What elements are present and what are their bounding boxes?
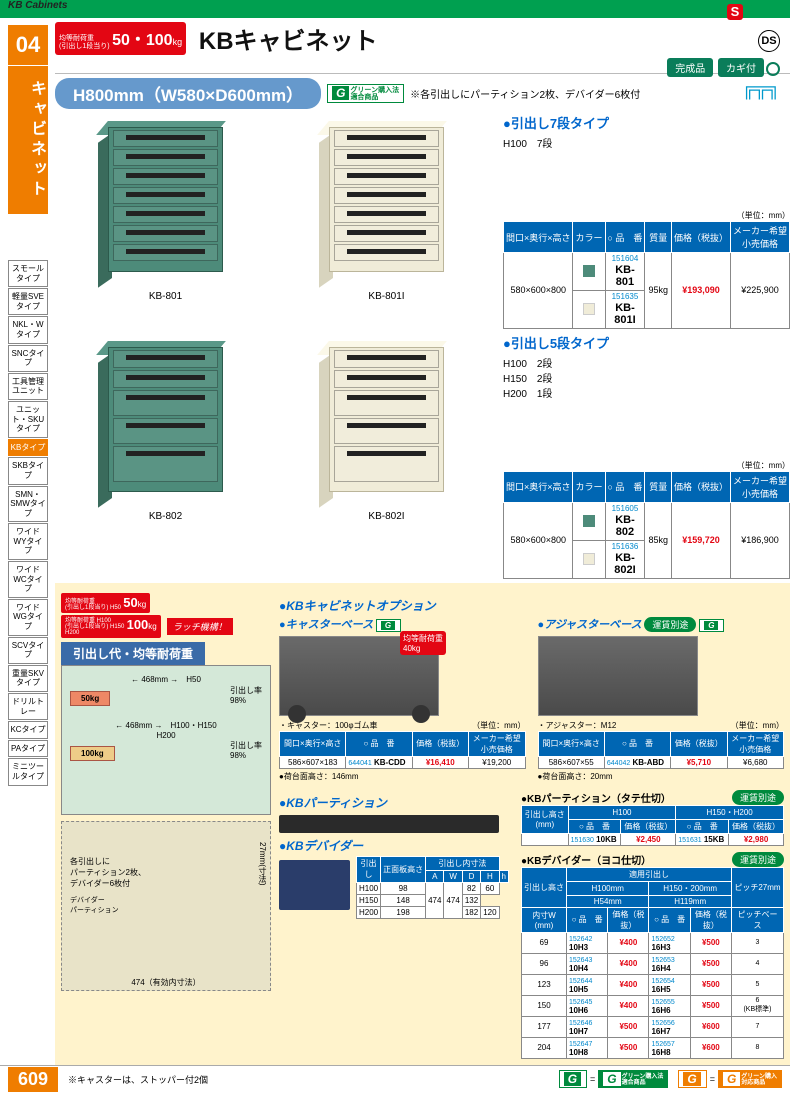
caster-table: 間口×奥行×高さ○ 品 番価格（税抜）メーカー希望 小売価格586×607×18…	[279, 731, 526, 769]
product-row-1: KB-801 KB-801I 引出し7段タイプ H100 7段 （単位：mm） …	[55, 113, 790, 329]
spec-7drawer: 引出し7段タイプ H100 7段 （単位：mm） 間口×奥行×高さカラー○ 品 …	[497, 113, 790, 329]
label-kb801: KB-801	[55, 291, 276, 302]
partition-table-title: ●KBパーティション（タテ仕切）	[521, 790, 671, 805]
side-nav-item[interactable]: PAタイプ	[8, 740, 48, 758]
latch-badge: ラッチ機構！	[167, 618, 233, 635]
divider-image	[279, 860, 350, 910]
spec-5drawer: 引出し5段タイプ H100 2段 H150 2段 H200 1段 （単位：mm）…	[497, 333, 790, 579]
page-title: KBキャビネット	[199, 21, 378, 56]
side-nav-item[interactable]: 重量SKVタイプ	[8, 665, 48, 692]
product-row-2: KB-802 KB-802I 引出し5段タイプ H100 2段 H150 2段 …	[55, 333, 790, 579]
unit-5: （単位：mm）	[503, 460, 790, 471]
side-nav-item[interactable]: 軽量SVEタイプ	[8, 288, 48, 315]
cabinet-kb802	[80, 337, 250, 507]
cabinet-kb802i	[301, 337, 471, 507]
spec-sub-5: H100 2段 H150 2段 H200 1段	[503, 355, 790, 400]
load-badge: 均等耐荷重 (引出し1段当り) 50・100kg	[55, 22, 186, 54]
ds-icon: DS	[758, 30, 780, 52]
label-kb802: KB-802	[55, 511, 276, 522]
side-nav-item[interactable]: NKL・Wタイプ	[8, 316, 48, 343]
side-nav-item[interactable]: SCVタイプ	[8, 637, 48, 664]
drawer-diagram: ← 468mm → H50 50kg 引出し率 98% ← 468mm → H1…	[61, 665, 271, 815]
partition-image	[279, 815, 499, 833]
side-nav-item[interactable]: SKBタイプ	[8, 457, 48, 484]
unit-7: （単位：mm）	[503, 210, 790, 221]
header-category: KB Cabinets	[8, 0, 67, 11]
side-nav-item[interactable]: KBタイプ	[8, 439, 48, 457]
side-nav-item[interactable]: スモールタイプ	[8, 260, 48, 287]
badge-finished: 完成品	[667, 58, 713, 77]
label-kb802i: KB-802I	[276, 511, 497, 522]
footer-g2: G=Gグリーン購入 対応商品	[678, 1070, 782, 1088]
side-nav-item[interactable]: ユニット・SKUタイプ	[8, 401, 48, 438]
side-tab: キャビネット	[8, 66, 48, 214]
adjuster-image	[538, 636, 698, 716]
brand-name: サカエ	[743, 4, 782, 19]
cabinet-kb801i	[301, 117, 471, 287]
side-nav-item[interactable]: ワイドWCタイプ	[8, 561, 48, 598]
side-nav-item[interactable]: SNCタイプ	[8, 345, 48, 372]
brand-s: S	[727, 4, 743, 20]
spec-table-7: 間口×奥行×高さカラー○ 品 番質量価格（税抜）メーカー希望 小売価格580×6…	[503, 221, 790, 329]
green-badge: Gグリーン購入法 適合商品	[327, 84, 404, 103]
label-kb801i: KB-801I	[276, 291, 497, 302]
page-number: 609	[8, 1067, 58, 1092]
opt-load-100: 均等耐荷重 H100 (引出し1段当り) H150 H200 100kg	[61, 615, 161, 638]
category-number: 04	[8, 25, 48, 65]
dimension-pill: H800mm（W580×D600mm）	[55, 78, 321, 109]
partition-table: 引出し高さ (mm)H100H150・H200○ 品 番価格（税抜）○ 品 番価…	[521, 805, 784, 846]
ft-icon: ╔╦╗	[742, 78, 780, 99]
badges-right: 完成品 カギ付	[665, 58, 780, 77]
dimension-header-row: H800mm（W580×D600mm） Gグリーン購入法 適合商品 ※各引出しに…	[55, 78, 790, 109]
side-nav-item[interactable]: 工具管理ユニット	[8, 373, 48, 400]
size-table: 引出し正面板高さ引出し内寸法AWDHhH100984744748260H1501…	[356, 856, 509, 919]
options-section: 均等耐荷重 (引出し1段当り) H50 50kg 均等耐荷重 H100 (引出し…	[55, 583, 790, 1065]
side-nav-item[interactable]: ワイドWGタイプ	[8, 599, 48, 636]
badge-key: カギ付	[718, 58, 764, 77]
spec-sub-7: H100 7段	[503, 135, 790, 150]
adjuster-table: 間口×奥行×高さ○ 品 番価格（税抜）メーカー希望 小売価格586×607×55…	[538, 731, 785, 769]
side-nav-item[interactable]: SMN・SMWタイプ	[8, 486, 48, 523]
divider-table: 引出し高さ適用引出しピッチ27mmH100mmH150・200mmH54mmH1…	[521, 867, 784, 1059]
side-nav-item[interactable]: ミニツールタイプ	[8, 758, 48, 785]
load-values: 50・100	[112, 32, 173, 49]
side-nav-item[interactable]: ドリルトレー	[8, 693, 48, 720]
spec-title-5: 引出し5段タイプ	[503, 333, 790, 352]
dimension-note: ※各引出しにパーティション2枚、デバイダー6枚付	[410, 86, 640, 101]
footer-caster-note: ※キャスターは、ストッパー付2個	[68, 1073, 208, 1086]
load-label: 均等耐荷重 (引出し1段当り)	[59, 35, 110, 50]
divider-title: KBデバイダー	[279, 837, 509, 854]
caster-base: キャスターベース G 均等耐荷重 40kg ・キャスター：100φゴム車（単位：…	[279, 616, 526, 782]
spec-table-5: 間口×奥行×高さカラー○ 品 番質量価格（税抜）メーカー希望 小売価格580×6…	[503, 471, 790, 579]
side-nav-item[interactable]: KCタイプ	[8, 721, 48, 739]
side-nav: スモールタイプ軽量SVEタイプNKL・WタイプSNCタイプ工具管理ユニットユニッ…	[8, 260, 48, 787]
caster-image: 均等耐荷重 40kg	[279, 636, 439, 716]
options-title: KBキャビネットオプション	[279, 597, 784, 614]
header-bar: KB Cabinets	[0, 0, 790, 18]
brand-logo: Sサカエ	[727, 1, 782, 20]
partition-diagram: 各引出しに パーティション2枚、 デバイダー6枚付 デバイダー パーティション …	[61, 821, 271, 991]
footer: 609 ※キャスターは、ストッパー付2個 G=Gグリーン購入法 適合商品 G=G…	[0, 1065, 790, 1093]
opt-load-50: 均等耐荷重 (引出し1段当り) H50 50kg	[61, 593, 150, 613]
spec-title-7: 引出し7段タイプ	[503, 113, 790, 132]
adjuster-base: アジャスターベース 運賃別途 G ・アジャスター：M12（単位：mm） 間口×奥…	[538, 616, 785, 782]
divider-table-title: ●KBデバイダー（ヨコ仕切）	[521, 852, 651, 867]
load-unit: kg	[173, 37, 183, 47]
key-icon	[766, 62, 780, 76]
drawer-load-title: 引出し代・均等耐荷重	[61, 642, 205, 665]
partition-title: KBパーティション	[279, 794, 509, 811]
cabinet-kb801	[80, 117, 250, 287]
footer-g1: G=Gグリーン購入法 適合商品	[559, 1070, 669, 1088]
side-nav-item[interactable]: ワイドWYタイプ	[8, 523, 48, 560]
